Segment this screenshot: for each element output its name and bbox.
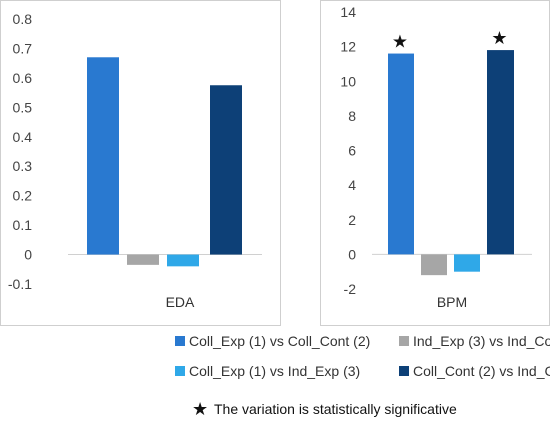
eda-y-tick-label: -0.1	[8, 276, 32, 292]
legend: Coll_Exp (1) vs Coll_Cont (2) Ind_Exp (3…	[175, 333, 550, 379]
eda-category-label: EDA	[166, 294, 195, 310]
bpm-bar-2	[421, 254, 447, 276]
bpm-y-tick-label: 8	[348, 108, 356, 124]
bpm-significance-star-icon: ★	[491, 28, 507, 49]
eda-y-tick-label: 0.8	[13, 11, 33, 27]
legend-swatch-ind-exp-vs-ind-cont	[399, 336, 409, 346]
eda-y-tick-label: 0.7	[13, 40, 33, 56]
eda-y-tick-label: 0.1	[13, 217, 33, 233]
bpm-y-tick-label: 10	[340, 73, 356, 89]
eda-y-tick-label: 0.3	[13, 158, 33, 174]
legend-label-coll-exp-vs-ind-exp: Coll_Exp (1) vs Ind_Exp (3)	[189, 363, 360, 379]
eda-y-tick-label: 0.6	[13, 70, 33, 86]
note-text: The variation is statistically significa…	[214, 401, 457, 417]
bpm-plot: 14 12 10 8 6 4 2 0 -2 ★ ★	[340, 4, 532, 297]
eda-plot: 0.8 0.7 0.6 0.5 0.4 0.3 0.2 0.1 0 -0.1	[8, 11, 262, 292]
bpm-y-tick-label: 12	[340, 39, 356, 55]
bpm-significance-star-icon: ★	[392, 32, 408, 53]
bpm-bar-4	[487, 50, 514, 255]
legend-label-ind-exp-vs-ind-cont: Ind_Exp (3) vs Ind_Cont (4)	[413, 333, 550, 349]
bpm-category-label: BPM	[437, 294, 467, 310]
eda-y-tick-label: 0	[24, 247, 32, 263]
eda-bar-2	[127, 254, 159, 265]
eda-y-tick-label: 0.4	[13, 129, 33, 145]
legend-swatch-coll-exp-vs-coll-cont	[175, 336, 185, 346]
eda-bar-1	[87, 57, 119, 255]
bpm-y-tick-label: -2	[344, 281, 357, 297]
bpm-y-tick-label: 0	[348, 246, 356, 262]
legend-swatch-coll-exp-vs-ind-exp	[175, 366, 185, 376]
eda-y-tick-label: 0.5	[13, 99, 33, 115]
bpm-y-tick-label: 2	[348, 212, 356, 228]
bpm-y-tick-label: 4	[348, 177, 356, 193]
legend-label-coll-cont-vs-ind-cont: Coll_Cont (2) vs Ind_Cont (4)	[413, 363, 550, 379]
eda-y-tick-label: 0.2	[13, 188, 33, 204]
bpm-bar-1	[388, 53, 414, 255]
eda-bar-3	[167, 254, 199, 267]
bpm-y-tick-label: 14	[340, 4, 356, 20]
legend-swatch-coll-cont-vs-ind-cont	[399, 366, 409, 376]
eda-panel-frame	[0, 0, 281, 326]
bpm-y-tick-label: 6	[348, 143, 356, 159]
note-star-icon: ★	[192, 399, 208, 420]
legend-label-coll-exp-vs-coll-cont: Coll_Exp (1) vs Coll_Cont (2)	[189, 333, 370, 349]
bpm-bar-3	[454, 254, 480, 272]
eda-bar-4	[210, 85, 242, 255]
